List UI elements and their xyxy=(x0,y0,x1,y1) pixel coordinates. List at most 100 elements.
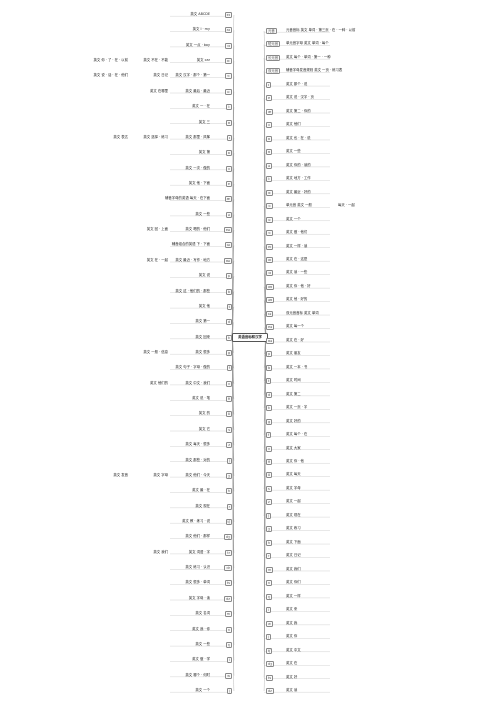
left-branch-text[interactable]: 英文 很多 · 单词 xyxy=(185,580,210,585)
left-branch-text[interactable]: 英文 那里 · 风筝 xyxy=(185,134,210,139)
left-sub-text[interactable]: 英文 字母 xyxy=(153,472,168,477)
right-branch-text[interactable]: 英文 也 · 在 · 说 xyxy=(286,135,311,140)
left-branch-text[interactable]: 英文 一个 xyxy=(195,688,210,692)
left-branch-text[interactable]: 英文 中文 · 我们 xyxy=(185,380,210,385)
right-branch-text[interactable]: 英文 你 · 他 xyxy=(286,459,304,464)
right-branch-symbol[interactable]: n xyxy=(266,580,273,587)
right-branch-symbol[interactable]: 元音 xyxy=(266,28,277,34)
left-branch-text[interactable]: 英文 一点 · boy xyxy=(185,42,210,47)
right-branch-symbol[interactable]: r xyxy=(266,553,272,560)
right-branch-text[interactable]: 英文 一样 · 读 xyxy=(286,243,308,248)
left-branch-text[interactable]: 英文 我 · 你 xyxy=(192,626,210,631)
right-branch-symbol[interactable]: p xyxy=(266,351,273,358)
left-branch-symbol[interactable]: ə xyxy=(225,211,232,218)
left-branch-symbol[interactable]: ʒ xyxy=(226,472,232,479)
right-branch-text[interactable]: 英文 那个 · 说 xyxy=(286,81,308,86)
right-branch-symbol[interactable]: 长元音 xyxy=(266,54,281,61)
right-branch-symbol[interactable]: e xyxy=(266,95,273,102)
left-sub-text[interactable]: 英文 表达 xyxy=(113,134,128,139)
left-branch-text[interactable]: 英文 最 · 在 xyxy=(192,488,210,493)
left-branch-symbol[interactable]: ɑː xyxy=(224,58,232,65)
right-branch-text[interactable]: 英文 读 xyxy=(286,688,298,692)
right-branch-text[interactable]: 英文 朋友 xyxy=(286,351,301,356)
left-branch-text[interactable]: 英文 喝的 · 他们 xyxy=(185,227,210,232)
left-branch-text[interactable]: 英文 它 xyxy=(198,426,210,431)
left-branch-text[interactable]: 英文 最近 · 写作 · 地方 xyxy=(175,257,210,262)
right-branch-text[interactable]: 英文 做 · 他们 xyxy=(286,230,308,235)
right-branch-text[interactable]: 英文 一样 xyxy=(286,593,301,598)
left-branch-symbol[interactable]: θ xyxy=(225,396,232,403)
left-branch-text[interactable]: 英文 名词 xyxy=(195,611,210,616)
left-branch-symbol[interactable]: k xyxy=(226,334,232,341)
right-branch-symbol[interactable]: uː xyxy=(266,216,274,223)
right-branch-symbol[interactable]: w xyxy=(266,620,273,627)
right-branch-text[interactable]: 英文 我们 xyxy=(286,566,301,571)
left-branch-text[interactable]: 英文 现在 xyxy=(195,503,210,508)
left-branch-text[interactable]: 英文 第 xyxy=(198,150,210,155)
left-branch-text[interactable]: 辅音组合的英语 下 · 下面 xyxy=(171,242,210,247)
left-branch-symbol[interactable]: ð xyxy=(225,411,232,418)
left-sub-text[interactable]: 英文 你 · 了 · 在 · 以前 xyxy=(93,58,128,63)
left-branch-text[interactable]: 英文 car xyxy=(196,58,210,63)
right-branch-symbol[interactable]: v xyxy=(266,445,273,452)
right-branch-text[interactable]: 英文 好的 xyxy=(286,418,301,423)
left-branch-symbol[interactable]: ɒ xyxy=(225,150,232,157)
right-branch-symbol[interactable]: k xyxy=(266,405,272,412)
right-branch-text[interactable]: 英文 每个 · 单词 · 第一 · 一种 xyxy=(286,54,331,59)
right-branch-symbol[interactable]: ð xyxy=(266,472,273,479)
left-branch-text[interactable]: 英文 哪个 · 何时 xyxy=(185,672,210,677)
right-branch-symbol[interactable]: h xyxy=(266,539,273,546)
left-branch-text[interactable]: 英文 教 · 练习 · 说 xyxy=(182,519,210,523)
right-branch-text[interactable]: 英文 一起 xyxy=(286,499,301,504)
left-branch-symbol[interactable]: ɪ xyxy=(226,134,232,141)
left-branch-symbol[interactable]: p xyxy=(225,273,232,280)
right-branch-symbol[interactable]: ʒ xyxy=(266,526,272,533)
right-branch-symbol[interactable]: ʊə xyxy=(266,337,275,344)
left-sub-text[interactable]: 英文 发音 xyxy=(113,472,128,477)
left-branch-symbol[interactable]: æ xyxy=(224,196,232,203)
left-branch-symbol[interactable]: g xyxy=(225,350,232,356)
right-branch-symbol[interactable]: ɪ xyxy=(266,81,272,88)
right-branch-text[interactable]: 双元音音标 英文 单词 xyxy=(286,310,319,315)
root-node[interactable]: 英语音标和汉字 xyxy=(232,333,268,342)
left-branch-symbol[interactable]: w xyxy=(225,672,232,679)
left-branch-text[interactable]: 英文 这 · 他们的 · 那些 xyxy=(175,288,210,293)
left-branch-text[interactable]: 英文 一些 xyxy=(195,211,210,216)
right-branch-symbol[interactable]: ə xyxy=(266,162,273,169)
left-branch-text[interactable]: 英文 很多 xyxy=(195,350,210,354)
left-branch-symbol[interactable]: dʒ xyxy=(223,534,232,541)
left-branch-symbol[interactable]: v xyxy=(225,380,232,387)
left-branch-symbol[interactable]: tʃ xyxy=(225,519,232,525)
right-branch-symbol[interactable]: eə xyxy=(266,324,275,331)
left-branch-text[interactable]: 英文 第一 xyxy=(195,319,210,324)
left-branch-symbol[interactable]: d xyxy=(225,319,232,326)
left-branch-symbol[interactable]: eə xyxy=(223,227,232,234)
left-branch-text[interactable]: 英文 一些 xyxy=(195,641,210,646)
left-branch-symbol[interactable]: tr xyxy=(225,549,232,556)
left-branch-text[interactable]: 英文 练习 · 认识 xyxy=(185,565,210,570)
right-branch-symbol[interactable]: ɒ xyxy=(266,135,273,142)
left-branch-text[interactable]: 英文 说 xyxy=(198,273,210,278)
left-branch-symbol[interactable]: f xyxy=(226,365,232,372)
left-branch-symbol[interactable]: uː xyxy=(224,88,232,95)
left-sub-text[interactable]: 英文 说 · 话 · 在 · 他们 xyxy=(93,73,128,78)
right-branch-text[interactable]: 英文 最近 · 好的 xyxy=(286,189,311,194)
left-branch-symbol[interactable]: ʊ xyxy=(225,119,232,126)
left-branch-text[interactable]: 英文 句子 · 字母 · 做的 xyxy=(175,365,210,370)
left-branch-text[interactable]: 英文 三 xyxy=(198,119,210,124)
right-branch-text[interactable]: 英文 我 xyxy=(286,620,298,625)
right-branch-symbol[interactable]: s xyxy=(266,485,272,492)
right-branch-text[interactable]: 英文 练习 xyxy=(286,526,301,531)
left-branch-text[interactable]: 英文 他们 · 今天 xyxy=(185,472,210,477)
left-sub-text[interactable]: 英文 他们的 xyxy=(149,380,168,385)
right-branch-symbol[interactable]: θ xyxy=(266,459,273,466)
left-branch-symbol[interactable]: t xyxy=(226,303,232,310)
right-branch-symbol[interactable]: eɪ xyxy=(266,243,274,250)
left-sub-text[interactable]: 英文 不在 · 不能 xyxy=(143,58,168,63)
right-branch-text[interactable]: 英文 地方 · 工作 xyxy=(286,176,311,181)
right-branch-text[interactable]: 英文 在 xyxy=(286,661,298,666)
left-branch-symbol[interactable]: ɜː xyxy=(225,73,232,80)
left-branch-symbol[interactable]: aɪ xyxy=(224,27,232,34)
right-branch-symbol[interactable]: ts xyxy=(266,674,274,681)
right-branch-symbol[interactable]: l xyxy=(266,607,271,614)
